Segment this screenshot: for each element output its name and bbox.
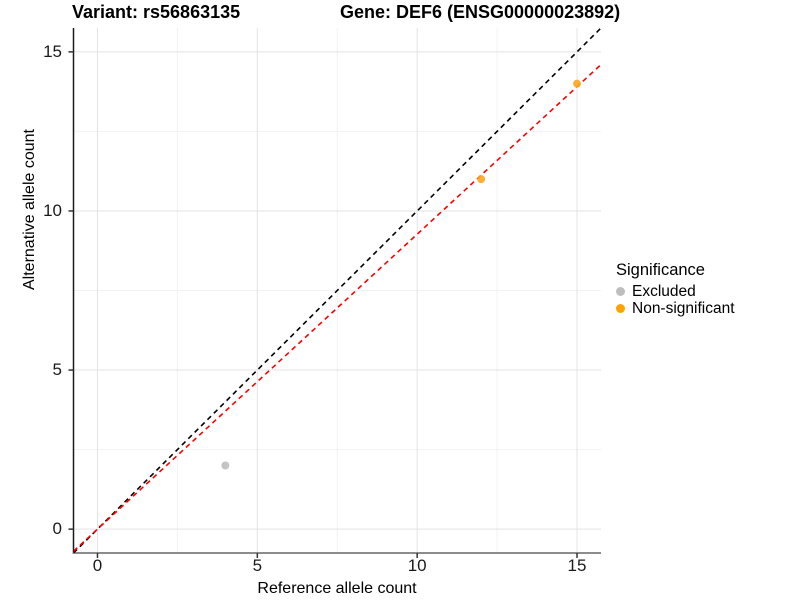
x-tick-label: 0 <box>92 556 103 575</box>
y-tick-label: 10 <box>43 200 62 220</box>
legend: Significance Excluded Non-significant <box>616 261 735 317</box>
x-tick-label: 15 <box>567 556 587 575</box>
point-non-significant <box>477 175 486 184</box>
identity-line <box>73 28 601 553</box>
legend-title: Significance <box>616 261 705 279</box>
x-tick-label: 10 <box>407 556 427 575</box>
x-tick-label: 5 <box>252 556 263 575</box>
y-tick-label: 0 <box>52 519 62 539</box>
legend-item-label: Non-significant <box>632 299 735 317</box>
y-tick-label: 5 <box>52 360 62 380</box>
legend-item-label: Excluded <box>632 282 696 300</box>
point-excluded <box>221 461 230 470</box>
y-tick-label: 15 <box>43 41 62 61</box>
variant-title: Variant: rs56863135 <box>72 2 241 22</box>
legend-dot-icon <box>616 287 625 296</box>
x-axis-title: Reference allele count <box>257 580 417 597</box>
legend-items: Excluded Non-significant <box>616 283 735 317</box>
gene-title: Gene: DEF6 (ENSG00000023892) <box>340 2 621 22</box>
legend-dot-icon <box>616 304 625 313</box>
legend-item: Excluded <box>616 283 735 300</box>
legend-item: Non-significant <box>616 300 735 317</box>
point-non-significant <box>573 79 582 88</box>
fit-line <box>73 63 601 552</box>
